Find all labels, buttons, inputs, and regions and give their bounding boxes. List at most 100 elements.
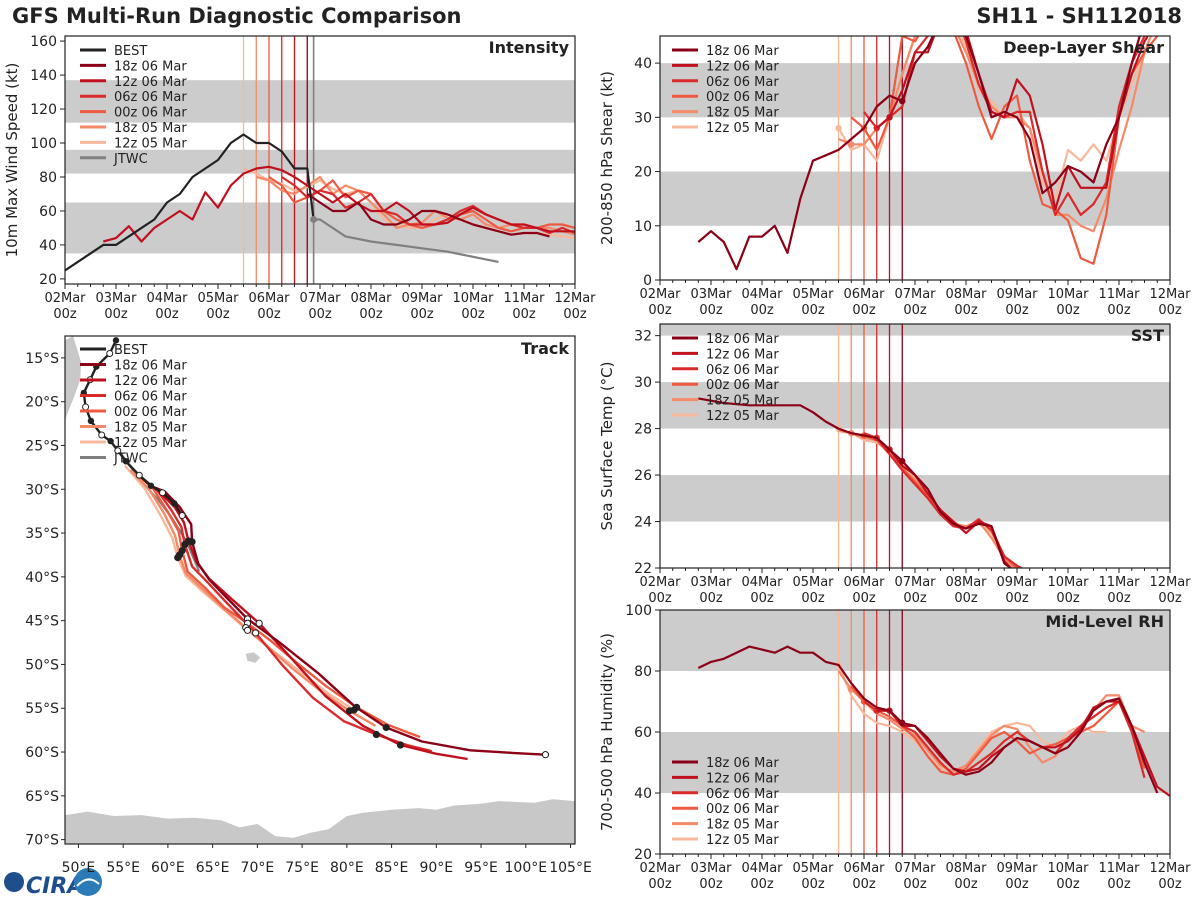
track-ytick-label: 60°S: [25, 745, 59, 761]
sst-ytick-label: 22: [634, 561, 652, 577]
shear-init-point-12z-06-mar: [886, 114, 893, 121]
track-forecast-marker: [372, 730, 380, 739]
cira-logo: CIRA: [4, 868, 102, 899]
sst-band-2: [660, 324, 1170, 336]
track-legend-label-jtwc: JTWC: [113, 452, 148, 467]
sst-xtick-label-day: 09Mar: [996, 575, 1038, 590]
sst-legend-label-12z-06-mar: 12z 06 Mar: [706, 347, 779, 362]
intensity-ylabel: 10m Max Wind Speed (kt): [3, 63, 21, 258]
rh-legend-label-18z-05-mar: 18z 05 Mar: [706, 818, 779, 833]
shear-xtick-label-day: 02Mar: [639, 287, 681, 302]
panel-intensity: 02Mar00z03Mar00z04Mar00z05Mar00z06Mar00z…: [3, 34, 596, 322]
track-title: Track: [521, 339, 569, 358]
shear-legend-label-06z-06-mar: 06z 06 Mar: [706, 75, 779, 90]
track-plot-area: [65, 336, 575, 844]
track-series-12z-05-mar: [123, 464, 355, 712]
track-legend-label-00z-06-mar: 00z 06 Mar: [114, 405, 187, 420]
sst-legend-label-00z-06-mar: 00z 06 Mar: [706, 378, 779, 393]
track-best-marker-open: [159, 489, 167, 497]
shear-legend-label-18z-06-mar: 18z 06 Mar: [706, 44, 779, 59]
rh-legend-label-12z-05-mar: 12z 05 Mar: [706, 833, 779, 848]
intensity-xtick-label-hour: 00z: [410, 307, 434, 322]
intensity-series-best: [65, 133, 315, 272]
intensity-xtick-label-day: 10Mar: [452, 291, 494, 306]
intensity-xtick-label-hour: 00z: [206, 307, 230, 322]
shear-init-point-12z-05-mar: [835, 124, 842, 132]
shear-legend-label-12z-06-mar: 12z 06 Mar: [706, 59, 779, 74]
shear-xtick-label-day: 11Mar: [1098, 287, 1140, 302]
sst-series-06z-06-mar: [863, 432, 1024, 568]
rh-ytick-label: 100: [625, 603, 652, 619]
land-madagascar: [65, 336, 82, 428]
track-frame: [64, 335, 576, 845]
rh-xtick-label-day: 09Mar: [996, 861, 1038, 876]
rh-legend-label-00z-06-mar: 00z 06 Mar: [706, 802, 779, 817]
track-ytick-label: 70°S: [25, 833, 59, 849]
sst-xtick-label-day: 04Mar: [741, 575, 783, 590]
shear-series-18z-06-mar: [697, 36, 1141, 271]
rh-xtick-label-hour: 00z: [1005, 877, 1029, 892]
cira-logo-seal-wave-icon: [76, 878, 100, 887]
sst-xtick-label-day: 07Mar: [894, 575, 936, 590]
intensity-legend-label-00z-06-mar: 00z 06 Mar: [114, 106, 187, 121]
intensity-title: Intensity: [489, 38, 570, 57]
shear-ytick-label: 30: [634, 110, 652, 126]
intensity-legend-label-18z-06-mar: 18z 06 Mar: [114, 59, 187, 74]
panel-shear: 02Mar00z03Mar00z04Mar00z05Mar00z06Mar00z…: [598, 35, 1191, 318]
rh-xtick-label-day: 08Mar: [945, 861, 987, 876]
shear-xtick-label-hour: 00z: [1056, 303, 1080, 318]
rh-xtick-label-hour: 00z: [801, 877, 825, 892]
intensity-ytick-label: 80: [39, 170, 57, 186]
track-forecast-marker: [350, 706, 358, 714]
track-legend-label-12z-06-mar: 12z 06 Mar: [114, 374, 187, 389]
shear-xtick-label-day: 09Mar: [996, 287, 1038, 302]
track-best-marker: [87, 417, 95, 425]
rh-ytick-label: 60: [634, 725, 652, 741]
shear-xtick-label-hour: 00z: [1107, 303, 1131, 318]
track-best-marker: [107, 437, 114, 445]
rh-xtick-label-day: 02Mar: [639, 861, 681, 876]
shear-xtick-label-hour: 00z: [648, 303, 672, 318]
rh-series-06z-06-mar: [863, 700, 1146, 779]
shear-ytick-label: 20: [634, 165, 652, 181]
shear-xtick-label-day: 04Mar: [741, 287, 783, 302]
intensity-xtick-label-hour: 00z: [359, 307, 383, 322]
track-best-marker-open: [135, 471, 143, 479]
track-xtick-label: 50°E: [62, 860, 96, 876]
track-forecast-marker: [382, 723, 390, 732]
track-legend-label-best: BEST: [114, 343, 147, 358]
track-xtick-label: 85°E: [375, 860, 409, 876]
cira-logo-seal-icon: [74, 868, 102, 896]
intensity-legend-label-18z-05-mar: 18z 05 Mar: [114, 121, 187, 136]
sst-plot-area: [660, 324, 1170, 568]
intensity-jtwc-init-point: [310, 215, 318, 223]
intensity-xtick-label-day: 02Mar: [44, 291, 86, 306]
intensity-xtick-label-day: 03Mar: [95, 291, 137, 306]
shear-legend-label-00z-06-mar: 00z 06 Mar: [706, 90, 779, 105]
shear-xtick-label-day: 08Mar: [945, 287, 987, 302]
track-best-marker-open: [114, 447, 122, 455]
sst-title: SST: [1131, 326, 1164, 345]
sst-ytick-label: 28: [634, 422, 652, 438]
sst-xtick-label-day: 12Mar: [1149, 575, 1191, 590]
shear-xtick-label-hour: 00z: [750, 303, 774, 318]
rh-plot-area: [660, 610, 1170, 854]
intensity-xtick-label-day: 09Mar: [401, 291, 443, 306]
sst-xtick-label-day: 10Mar: [1047, 575, 1089, 590]
land-antarctica: [65, 799, 575, 844]
rh-title: Mid-Level RH: [1045, 612, 1164, 631]
intensity-ytick-label: 60: [39, 204, 57, 220]
track-series-best: [82, 339, 184, 517]
rh-ytick-label: 40: [634, 786, 652, 802]
rh-xtick-label-day: 04Mar: [741, 861, 783, 876]
track-best-marker: [147, 482, 155, 489]
sst-ylabel: Sea Surface Temp (°C): [598, 361, 616, 530]
track-ytick-label: 35°S: [25, 526, 59, 542]
figure-title: GFS Multi-Run Diagnostic Comparison: [12, 4, 462, 28]
shear-title: Deep-Layer Shear: [1003, 38, 1164, 57]
track-best-marker: [112, 337, 120, 344]
sst-xtick-label-hour: 00z: [1005, 591, 1029, 606]
track-best-marker-open: [178, 512, 186, 520]
